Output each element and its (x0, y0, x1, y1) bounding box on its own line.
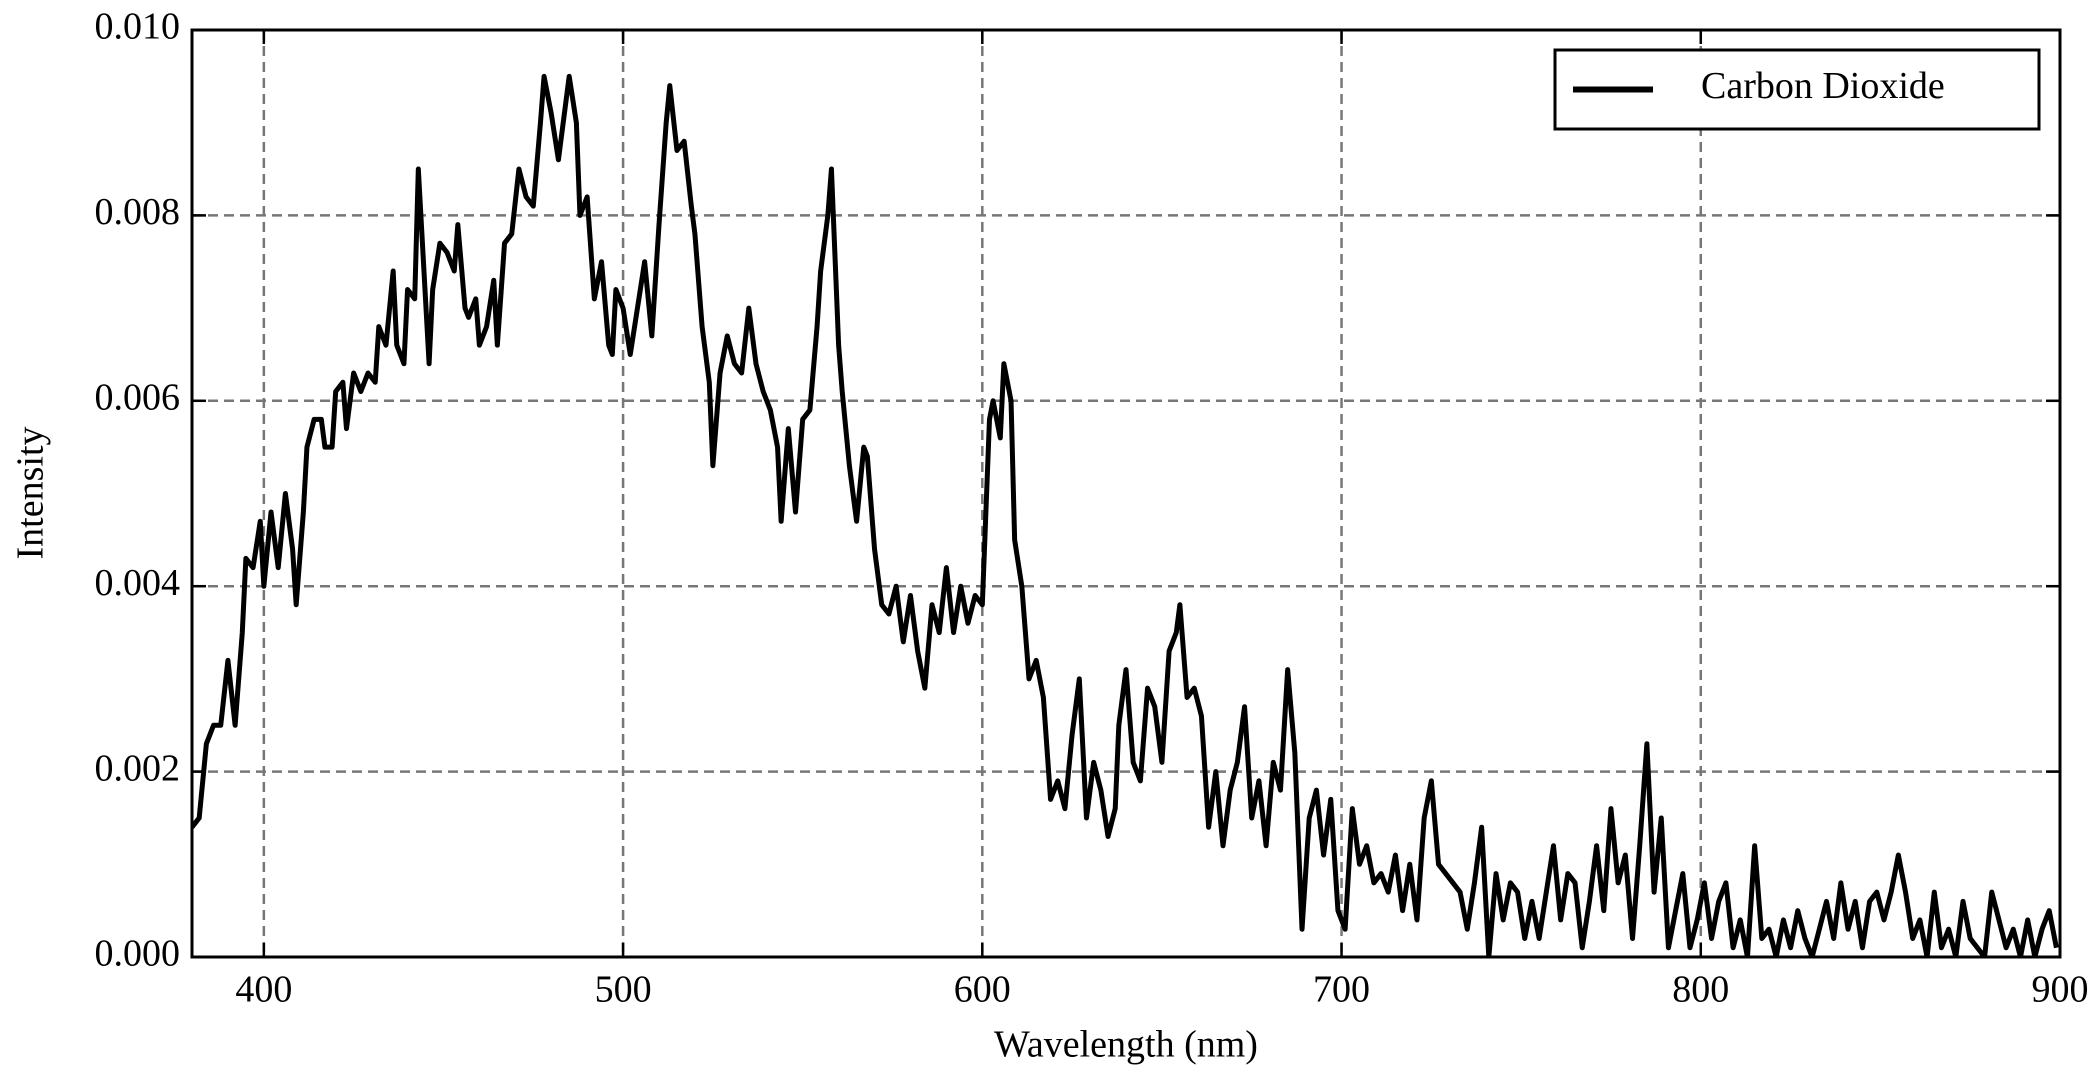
legend-label: Carbon Dioxide (1701, 65, 1945, 107)
y-tick-label: 0.008 (95, 191, 181, 233)
y-tick-label: 0.010 (95, 6, 181, 48)
x-tick-label: 900 (2032, 969, 2089, 1011)
y-tick-label: 0.006 (95, 377, 181, 419)
x-tick-label: 400 (235, 969, 292, 1011)
x-tick-label: 700 (1313, 969, 1370, 1011)
x-tick-label: 500 (595, 969, 652, 1011)
data-line (192, 73, 2059, 957)
y-axis-label: Intensity (10, 427, 52, 560)
y-tick-label: 0.002 (95, 747, 181, 789)
x-tick-label: 800 (1672, 969, 1729, 1011)
x-axis-label: Wavelength (nm) (994, 1024, 1258, 1066)
plot-frame (190, 28, 2062, 959)
y-tick-label: 0.000 (95, 933, 181, 975)
x-tick-label: 600 (954, 969, 1011, 1011)
y-tick-label: 0.004 (95, 562, 181, 604)
